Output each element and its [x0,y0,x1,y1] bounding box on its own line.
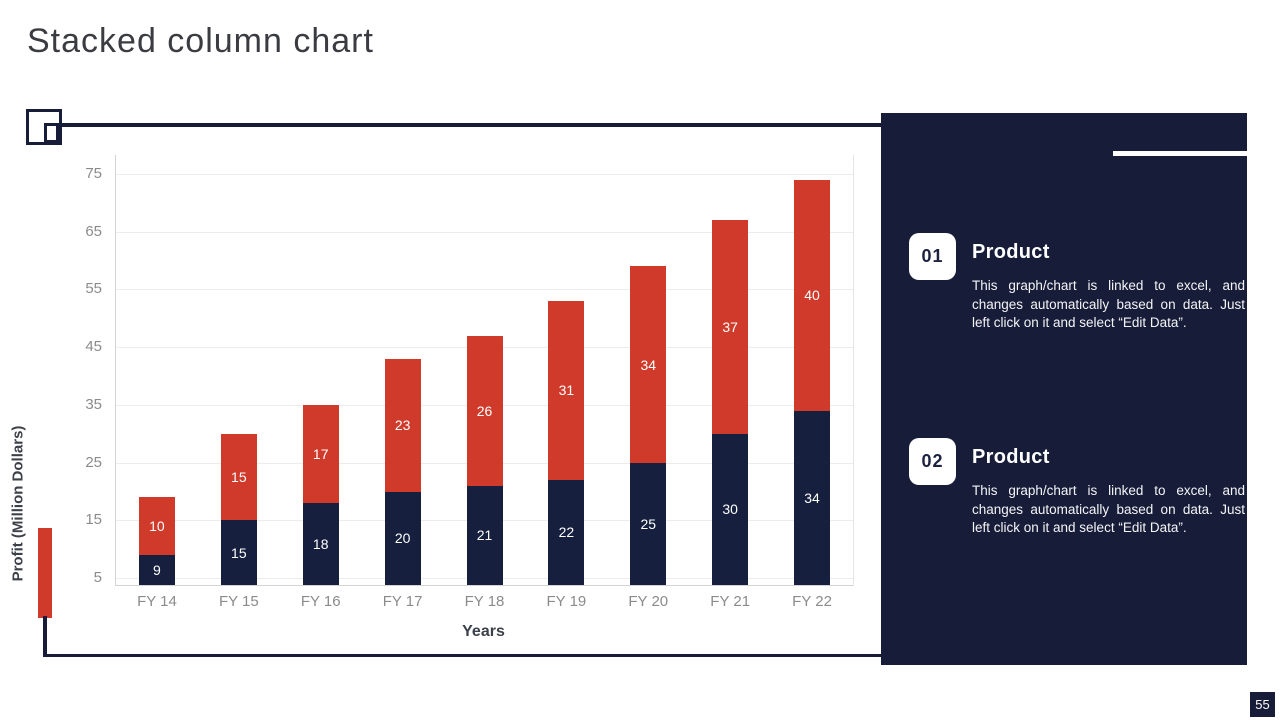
bar-segment-bottom-navy[interactable]: 18 [302,503,339,585]
x-tick-label: FY 18 [464,593,505,610]
bar-data-label: 23 [394,417,411,434]
bar-segment-bottom-navy[interactable]: 30 [712,433,749,585]
bar-segment-top-red[interactable]: 31 [548,301,585,480]
x-tick-label: FY 16 [300,593,341,610]
bar-data-label: 34 [640,356,657,373]
bar-segment-top-red[interactable]: 34 [630,266,667,463]
x-tick-label: FY 21 [710,593,751,610]
bar-data-label: 15 [231,469,247,486]
y-tick-label: 55 [85,280,102,298]
bar-segment-bottom-navy[interactable]: 20 [384,491,421,585]
bar-segment-top-red[interactable]: 15 [220,433,257,521]
y-tick-label: 65 [85,222,102,240]
item-number-badge: 01 [909,233,956,280]
bar-segment-top-red[interactable]: 10 [138,497,175,555]
gridline [116,174,853,176]
bar-segment-bottom-navy[interactable]: 22 [548,479,585,585]
x-tick-label: FY 22 [792,593,832,610]
bar-data-label: 22 [558,524,575,541]
bar-segment-bottom-navy[interactable]: 9 [138,555,175,585]
item-body-text: This graph/chart is linked to excel, and… [972,483,1245,535]
item-title: Product [972,446,1050,468]
y-tick-label: 75 [85,165,102,183]
bar-segment-bottom-navy[interactable]: 15 [220,520,257,585]
panel-accent-line [1113,151,1247,156]
bottom-left-vertical-rule [43,616,47,657]
bar-segment-top-red[interactable]: 26 [466,335,503,486]
item-number-badge: 02 [909,438,956,485]
y-tick-label: 15 [85,511,102,529]
y-tick-label: 35 [85,395,102,413]
page-number-badge: 55 [1250,692,1275,717]
y-axis-title: Profit (Million Dollars) [9,425,27,582]
bar-segment-top-red[interactable]: 17 [302,404,339,504]
bar-data-label: 10 [149,518,165,535]
bar-data-label: 15 [231,544,247,561]
bar-segment-top-red[interactable]: 40 [794,179,831,411]
item-body-text: This graph/chart is linked to excel, and… [972,278,1245,330]
stacked-column-chart[interactable]: Profit (Million Dollars) 5 15 25 35 45 55 65 75… [0,140,881,660]
bar-data-label: 9 [153,562,161,578]
bar-data-label: 30 [722,501,738,518]
x-axis-title: Years [462,623,505,640]
bar-data-label: 17 [312,445,329,462]
bottom-horizontal-rule [43,653,881,657]
item-title: Product [972,241,1050,263]
bar-segment-top-red[interactable]: 23 [384,358,421,492]
x-tick-label: FY 20 [628,593,669,610]
top-horizontal-rule [44,123,881,127]
x-tick-label: FY 19 [546,593,587,610]
bar-data-label: 20 [394,530,411,547]
bar-segment-bottom-navy[interactable]: 25 [630,462,667,585]
bar-data-label: 21 [476,527,493,544]
y-tick-label: 5 [93,569,102,587]
bar-data-label: 37 [722,319,738,335]
gridline [116,289,853,291]
page-title: Stacked column chart [27,22,374,60]
x-tick-label: FY 15 [218,593,259,610]
bar-data-label: 18 [312,536,329,553]
chart-plot-area[interactable]: 5 15 25 35 45 55 65 75 FY 14 9 10 FY 15 15 15 FY 16 18 1… [85,155,854,610]
x-tick-label: FY 14 [137,593,177,610]
side-panel: 01 Product This graph/chart is linked to… [881,113,1247,665]
bar-data-label: 31 [558,382,575,399]
bar-data-label: 25 [640,515,657,532]
bar-data-label: 26 [476,402,493,419]
red-accent-bar [38,528,52,618]
bar-segment-bottom-navy[interactable]: 34 [794,410,831,585]
gridline [116,231,853,233]
bar-data-label: 34 [804,489,820,506]
bar-segment-top-red[interactable]: 37 [712,220,749,434]
bar-segment-bottom-navy[interactable]: 21 [466,485,503,585]
x-tick-label: FY 17 [382,593,423,610]
y-tick-label: 25 [85,453,102,471]
bar-data-label: 40 [804,287,820,304]
corner-small-square-decoration [44,123,59,143]
y-tick-label: 45 [85,338,102,356]
corner-square-decoration [26,109,62,145]
